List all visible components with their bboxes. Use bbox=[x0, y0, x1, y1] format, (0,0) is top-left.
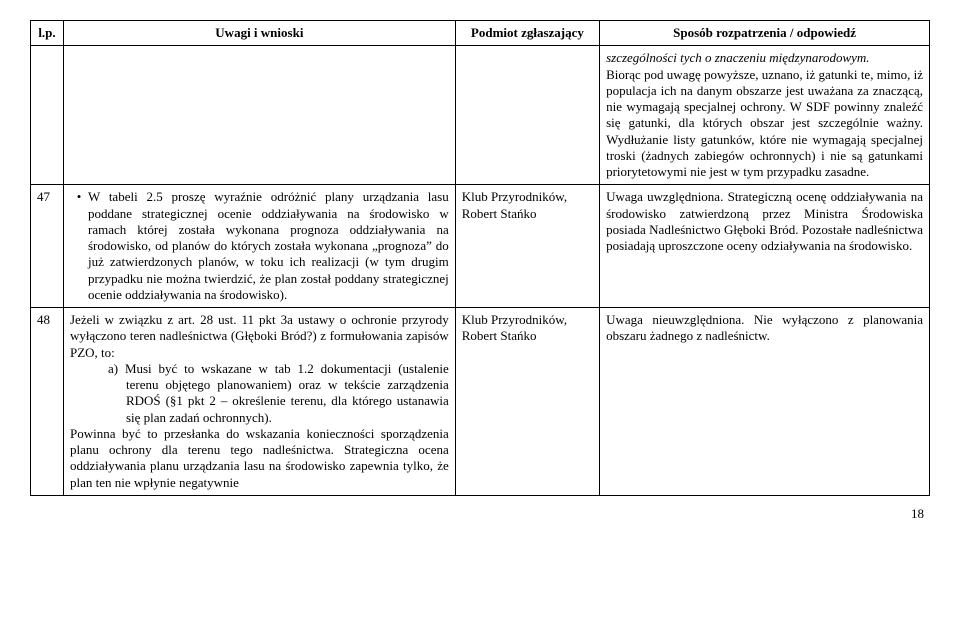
table-header-row: l.p. Uwagi i wnioski Podmiot zgłaszający… bbox=[31, 21, 930, 46]
podmiot-47-l1: Klub Przyrodników, bbox=[462, 189, 567, 204]
podmiot-48-l1: Klub Przyrodników, bbox=[462, 312, 567, 327]
cell-uwagi-48: Jeżeli w związku z art. 28 ust. 11 pkt 3… bbox=[63, 308, 455, 496]
uwagi-48-a: a) Musi być to wskazane w tab 1.2 dokume… bbox=[70, 361, 449, 426]
sposob-top-rest: Biorąc pod uwagę powyższe, uznano, iż ga… bbox=[606, 67, 923, 180]
cell-podmiot-48: Klub Przyrodników, Robert Stańko bbox=[455, 308, 599, 496]
cell-podmiot-47: Klub Przyrodników, Robert Stańko bbox=[455, 185, 599, 308]
col-header-lp: l.p. bbox=[31, 21, 64, 46]
sposob-top-italic: szczególności tych o znaczeniu międzynar… bbox=[606, 50, 869, 65]
cell-uwagi-47: • W tabeli 2.5 proszę wyraźnie odróżnić … bbox=[63, 185, 455, 308]
cell-lp-47: 47 bbox=[31, 185, 64, 308]
cell-lp-empty bbox=[31, 46, 64, 185]
table-row: 48 Jeżeli w związku z art. 28 ust. 11 pk… bbox=[31, 308, 930, 496]
table-row: szczególności tych o znaczeniu międzynar… bbox=[31, 46, 930, 185]
table-row: 47 • W tabeli 2.5 proszę wyraźnie odróżn… bbox=[31, 185, 930, 308]
review-table: l.p. Uwagi i wnioski Podmiot zgłaszający… bbox=[30, 20, 930, 496]
col-header-sposob: Sposób rozpatrzenia / odpowiedź bbox=[600, 21, 930, 46]
page-number: 18 bbox=[30, 506, 930, 522]
podmiot-48-l2: Robert Stańko bbox=[462, 328, 537, 343]
cell-sposob-top: szczególności tych o znaczeniu międzynar… bbox=[600, 46, 930, 185]
cell-uwagi-empty bbox=[63, 46, 455, 185]
uwagi-48-p2: Powinna być to przesłanka do wskazania k… bbox=[70, 426, 449, 491]
cell-lp-48: 48 bbox=[31, 308, 64, 496]
bullet-dot: • bbox=[70, 189, 88, 303]
podmiot-47-l2: Robert Stańko bbox=[462, 206, 537, 221]
col-header-podmiot: Podmiot zgłaszający bbox=[455, 21, 599, 46]
cell-sposob-47: Uwaga uwzględniona. Strategiczną ocenę o… bbox=[600, 185, 930, 308]
cell-podmiot-empty bbox=[455, 46, 599, 185]
uwagi-47-text: W tabeli 2.5 proszę wyraźnie odróżnić pl… bbox=[88, 189, 449, 303]
col-header-uwagi: Uwagi i wnioski bbox=[63, 21, 455, 46]
uwagi-48-p1: Jeżeli w związku z art. 28 ust. 11 pkt 3… bbox=[70, 312, 449, 361]
cell-sposob-48: Uwaga nieuwzględniona. Nie wyłączono z p… bbox=[600, 308, 930, 496]
